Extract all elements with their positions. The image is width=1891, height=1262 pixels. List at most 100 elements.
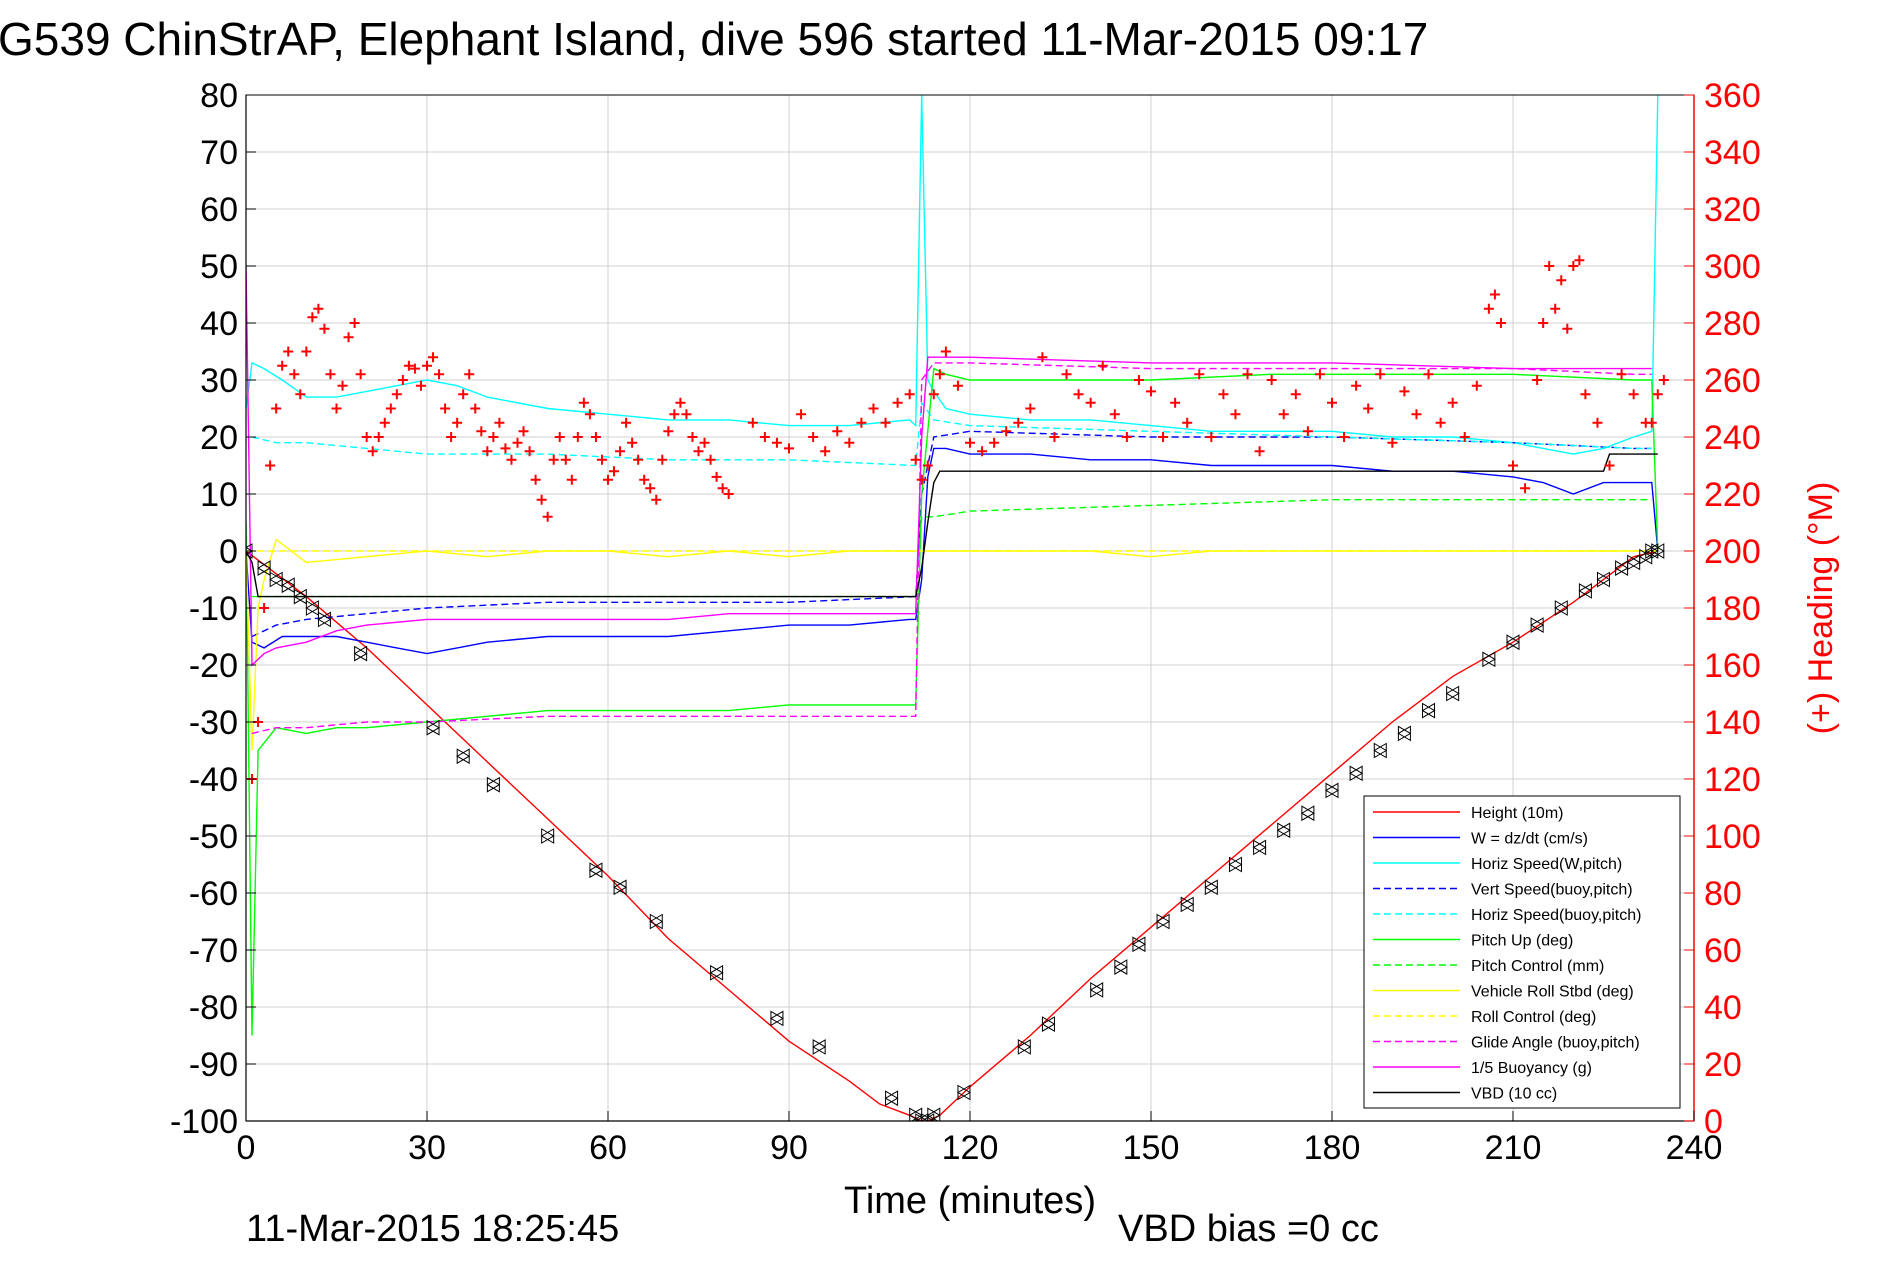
heading-point	[784, 443, 794, 454]
axes: 0 30 60 90 120 150 180 210 24080706050403020100-…	[170, 77, 1761, 1167]
heading-point	[844, 437, 855, 448]
heading-point	[627, 437, 638, 448]
heading-point	[868, 403, 879, 414]
legend-label-10: 1/5 Buoyancy (g)	[1471, 1060, 1592, 1077]
heading-point	[965, 437, 975, 448]
heading-point	[277, 360, 288, 371]
heading-point	[977, 446, 988, 457]
x-tick-label: 0	[237, 1129, 256, 1167]
height-marker	[649, 913, 664, 930]
heading-point	[301, 346, 312, 357]
heading-point	[1375, 369, 1386, 380]
heading-point	[319, 323, 330, 334]
heading-point	[621, 417, 632, 428]
legend-label-3: Vert Speed(buoy,pitch)	[1471, 882, 1633, 899]
y-tick-label: -100	[170, 1103, 238, 1141]
heading-point	[1327, 397, 1337, 408]
heading-point	[524, 446, 535, 457]
heading-point	[1387, 437, 1398, 448]
heading-point	[633, 454, 644, 465]
heading-point	[820, 446, 831, 457]
heading-point	[355, 369, 366, 380]
heading-point	[916, 474, 927, 485]
heading-point	[904, 389, 915, 400]
legend-label-6: Pitch Control (mm)	[1471, 958, 1604, 975]
heading-point	[645, 483, 656, 494]
y2-tick-label: 300	[1704, 248, 1761, 286]
y2-tick-label: 20	[1704, 1046, 1742, 1084]
height-marker	[1578, 583, 1593, 599]
heading-point	[1562, 323, 1573, 334]
heading-point	[530, 474, 541, 485]
y-tick-label: 20	[200, 419, 238, 457]
heading-point	[1339, 432, 1350, 442]
heading-point	[289, 369, 300, 380]
heading-point	[265, 460, 276, 471]
heading-point	[518, 426, 529, 437]
heading-point	[1544, 261, 1555, 271]
heading-point	[675, 397, 686, 408]
height-marker	[1349, 765, 1364, 782]
y2-tick-label: 100	[1704, 818, 1761, 856]
y2-tick-label: 0	[1704, 1103, 1723, 1141]
heading-point	[1314, 369, 1325, 380]
heading-point	[313, 303, 324, 314]
heading-point	[952, 380, 963, 391]
heading-point	[1170, 397, 1181, 408]
heading-point	[669, 409, 680, 420]
y2-tick-label: 280	[1704, 305, 1761, 343]
legend-label-11: VBD (10 cc)	[1471, 1086, 1557, 1103]
heading-point	[349, 318, 360, 328]
heading-point	[367, 446, 378, 457]
height-marker	[1041, 1016, 1056, 1032]
series-line-0	[246, 550, 1658, 1121]
heading-point	[1206, 432, 1217, 442]
heading-point	[325, 369, 336, 380]
heading-point	[415, 380, 426, 391]
heading-point	[409, 363, 420, 374]
height-marker	[540, 828, 555, 844]
heading-point	[856, 417, 867, 428]
y-tick-label: 30	[200, 362, 238, 400]
heading-point	[699, 437, 710, 448]
height-marker	[1554, 600, 1569, 616]
heading-point	[711, 471, 722, 482]
height-marker	[1156, 913, 1171, 930]
heading-point	[717, 483, 728, 494]
heading-point	[337, 380, 348, 391]
height-marker	[1180, 896, 1195, 913]
series-line-4	[251, 400, 1652, 467]
height-marker	[293, 588, 308, 605]
series-line-10	[246, 265, 1652, 667]
heading-point	[1568, 261, 1579, 271]
heading-point	[500, 443, 511, 454]
legend-label-4: Horiz Speed(buoy,pitch)	[1471, 907, 1641, 924]
heading-point	[759, 432, 770, 442]
height-marker	[588, 862, 603, 879]
height-marker	[613, 879, 628, 896]
heading-point	[1013, 417, 1024, 428]
y-tick-label: 40	[200, 305, 238, 343]
y-tick-label: -90	[189, 1046, 238, 1084]
heading-point	[639, 474, 650, 485]
y2-tick-label: 260	[1704, 362, 1761, 400]
y-tick-label: -50	[189, 818, 238, 856]
heading-point	[892, 397, 903, 408]
heading-point	[434, 369, 445, 380]
heading-point	[1121, 432, 1132, 442]
heading-point	[1399, 386, 1410, 397]
heading-point	[1085, 397, 1096, 408]
heading-point	[1037, 352, 1048, 363]
heading-point	[536, 494, 547, 505]
y-tick-label: -20	[189, 647, 238, 685]
heading-point	[1520, 483, 1531, 494]
heading-point	[1061, 369, 1072, 380]
heading-point	[1483, 303, 1494, 314]
heading-point	[403, 360, 414, 371]
heading-point	[1230, 409, 1241, 420]
height-marker	[1530, 617, 1545, 633]
heading-point	[989, 437, 1000, 448]
heading-point	[681, 409, 692, 420]
y-tick-label: 50	[200, 248, 238, 286]
heading-markers	[247, 255, 1669, 784]
